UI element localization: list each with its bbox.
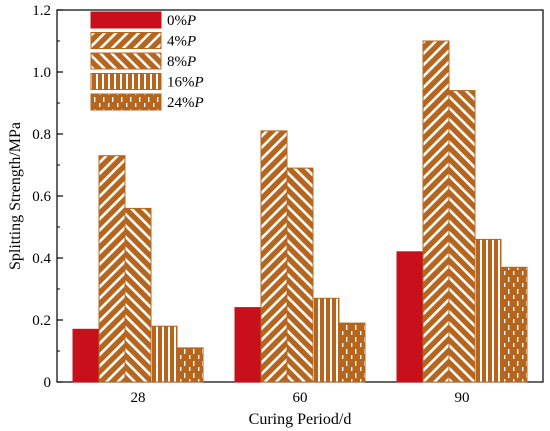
bar-0pct-60 — [234, 307, 262, 383]
x-tick-label: 60 — [293, 390, 308, 406]
legend-label-percent: 8% — [167, 54, 187, 70]
bar-24pct-90 — [500, 266, 528, 383]
legend-label: 4%P — [167, 34, 196, 50]
bar-0pct-28 — [72, 328, 100, 383]
y-tick-label: 1.0 — [32, 65, 51, 81]
legend-label-suffix: P — [186, 34, 196, 50]
legend-label: 24%P — [167, 95, 204, 111]
bar-4pct-60 — [260, 130, 288, 383]
bar-24pct-60 — [338, 322, 366, 383]
x-tick-label: 28 — [131, 390, 146, 406]
bar-0pct-90 — [396, 251, 424, 383]
bar-24pct-28 — [176, 347, 204, 383]
legend-label-suffix: P — [194, 75, 204, 91]
legend-swatch — [90, 93, 162, 111]
legend-swatch — [90, 32, 162, 49]
legend-label-percent: 16% — [167, 75, 195, 91]
bar-16pct-28 — [150, 325, 178, 383]
bar-8pct-60 — [286, 167, 314, 383]
y-axis-label: Splitting Strength/MPa — [7, 122, 24, 270]
y-tick-label: 1.2 — [32, 3, 51, 19]
legend-label-suffix: P — [194, 95, 204, 111]
bar-4pct-90 — [422, 40, 450, 383]
bars — [72, 40, 528, 383]
x-axis-label: Curing Period/d — [249, 411, 352, 428]
bar-8pct-90 — [448, 90, 476, 383]
legend-label-suffix: P — [186, 54, 196, 70]
bar-16pct-90 — [474, 238, 502, 383]
legend-label-percent: 24% — [167, 95, 195, 111]
bar-8pct-28 — [124, 207, 152, 383]
y-tick-label: 0.8 — [32, 127, 51, 143]
legend-swatch — [90, 11, 162, 29]
x-tick-label: 90 — [455, 390, 470, 406]
legend-label-percent: 4% — [167, 34, 187, 50]
legend-swatch — [90, 73, 162, 90]
legend-label: 16%P — [167, 75, 204, 91]
legend-label-suffix: P — [186, 13, 196, 29]
legend: 0%P4%P8%P16%P24%P — [90, 11, 204, 111]
y-tick-label: 0 — [44, 375, 52, 391]
legend-label: 8%P — [167, 54, 196, 70]
legend-label: 0%P — [167, 13, 196, 29]
bar-16pct-60 — [312, 297, 340, 383]
bar-4pct-28 — [98, 155, 126, 383]
y-axis: 0 0.2 0.4 0.6 0.8 1.0 1.2 — [32, 3, 63, 391]
y-tick-label: 0.4 — [32, 251, 51, 267]
y-tick-label: 0.6 — [32, 189, 51, 205]
legend-label-percent: 0% — [167, 13, 187, 29]
y-tick-label: 0.2 — [32, 313, 51, 329]
legend-swatch — [90, 52, 162, 70]
